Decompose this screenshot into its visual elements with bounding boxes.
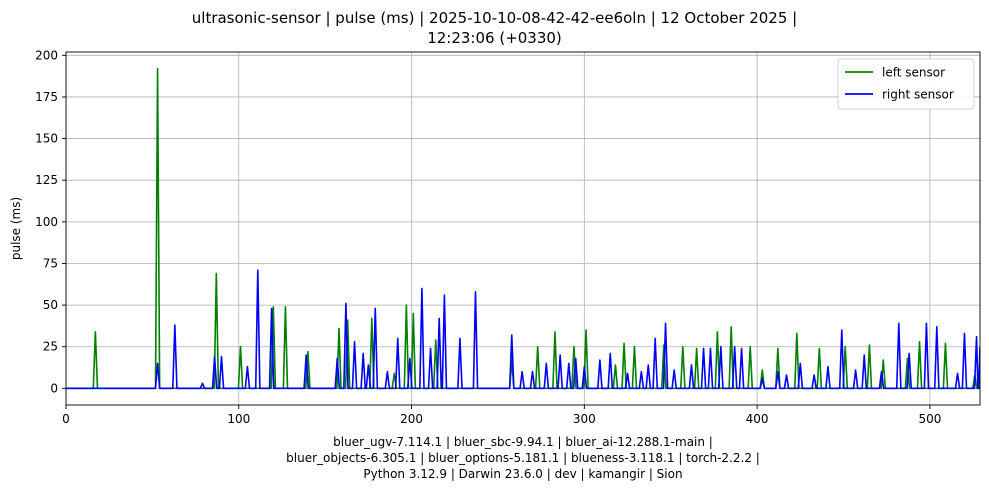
chart-title-line-1: ultrasonic-sensor | pulse (ms) | 2025-10… xyxy=(191,9,798,27)
x-tick-label: 500 xyxy=(918,412,941,426)
legend: left sensor right sensor xyxy=(837,58,975,110)
x-tick-label: 100 xyxy=(227,412,250,426)
x-tick-label: 0 xyxy=(62,412,70,426)
x-axis-label-line-1: bluer_ugv-7.114.1 | bluer_sbc-9.94.1 | b… xyxy=(333,435,713,449)
chart-title: ultrasonic-sensor | pulse (ms) | 2025-10… xyxy=(0,8,989,48)
x-axis-label-line-2: bluer_objects-6.305.1 | bluer_options-5.… xyxy=(286,451,760,465)
series-line-right-sensor xyxy=(66,269,980,390)
y-tick-label: 175 xyxy=(35,90,58,104)
x-axis-label-line-3: Python 3.12.9 | Darwin 23.6.0 | dev | ka… xyxy=(363,467,683,481)
y-tick-label: 50 xyxy=(43,298,58,312)
y-tick-label: 200 xyxy=(35,48,58,62)
y-tick-label: 0 xyxy=(50,381,58,395)
y-axis-label: pulse (ms) xyxy=(9,197,23,260)
y-tick-label: 100 xyxy=(35,215,58,229)
y-tick-label: 75 xyxy=(43,256,58,270)
x-tick-label: 300 xyxy=(573,412,596,426)
x-tick-label: 200 xyxy=(400,412,423,426)
legend-label-right-sensor: right sensor xyxy=(882,88,954,102)
x-axis-label: bluer_ugv-7.114.1 | bluer_sbc-9.94.1 | b… xyxy=(66,434,980,482)
y-tick-label: 150 xyxy=(35,132,58,146)
y-tick-label: 125 xyxy=(35,173,58,187)
plot-frame xyxy=(65,51,981,406)
legend-label-left-sensor: left sensor xyxy=(882,66,945,80)
x-tick-label: 400 xyxy=(746,412,769,426)
y-tick-label: 25 xyxy=(43,340,58,354)
chart-title-line-2: 12:23:06 (+0330) xyxy=(427,29,562,47)
